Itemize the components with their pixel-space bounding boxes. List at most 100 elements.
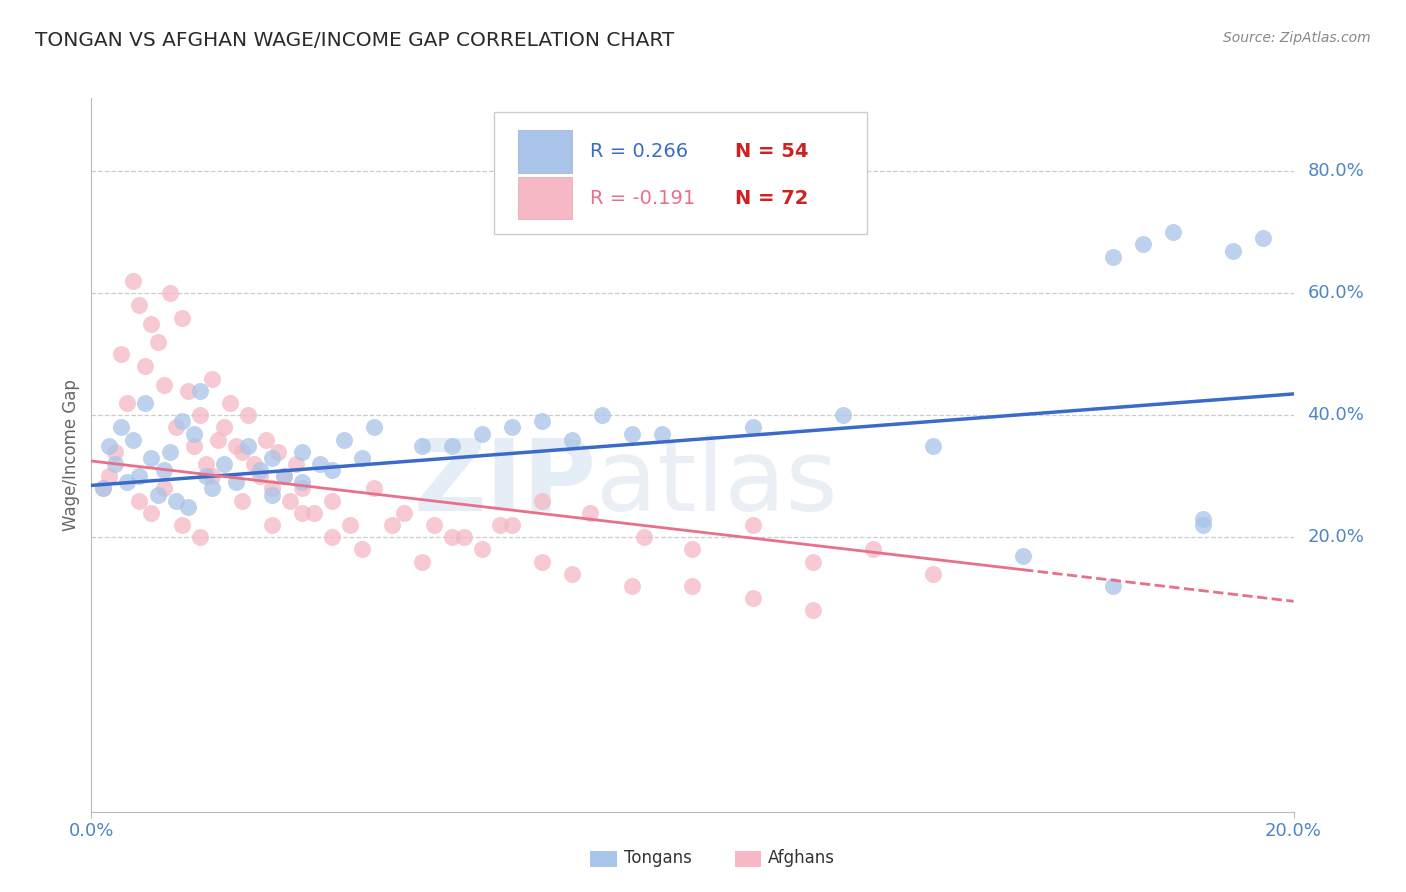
Point bbox=[1102, 579, 1125, 593]
Point bbox=[170, 518, 193, 533]
Bar bbox=[591, 851, 617, 867]
Point bbox=[207, 433, 229, 447]
Point bbox=[254, 433, 277, 447]
Point bbox=[741, 420, 763, 434]
Text: 20.0%: 20.0% bbox=[1308, 528, 1364, 546]
FancyBboxPatch shape bbox=[494, 112, 866, 234]
Point bbox=[440, 439, 463, 453]
Y-axis label: Wage/Income Gap: Wage/Income Gap bbox=[62, 379, 80, 531]
Point bbox=[249, 469, 271, 483]
Point bbox=[308, 457, 330, 471]
Point bbox=[831, 409, 853, 423]
Point bbox=[363, 482, 385, 496]
Point bbox=[98, 439, 121, 453]
Text: ZIP: ZIP bbox=[413, 435, 596, 532]
Point bbox=[188, 530, 211, 544]
Point bbox=[651, 426, 673, 441]
Point bbox=[117, 475, 139, 490]
Point bbox=[141, 506, 163, 520]
Point bbox=[501, 518, 523, 533]
Point bbox=[183, 439, 205, 453]
Text: N = 72: N = 72 bbox=[734, 188, 808, 208]
Point bbox=[392, 506, 415, 520]
Point bbox=[1222, 244, 1244, 258]
Bar bbox=[519, 177, 572, 219]
Point bbox=[471, 542, 494, 557]
Point bbox=[218, 396, 240, 410]
Point bbox=[531, 414, 554, 428]
Text: 60.0%: 60.0% bbox=[1308, 285, 1364, 302]
Point bbox=[591, 409, 613, 423]
Point bbox=[273, 469, 295, 483]
Point bbox=[165, 420, 187, 434]
Point bbox=[1102, 250, 1125, 264]
Point bbox=[339, 518, 361, 533]
Point bbox=[471, 426, 494, 441]
Point bbox=[242, 457, 264, 471]
Point bbox=[411, 439, 433, 453]
Point bbox=[110, 420, 132, 434]
Point bbox=[1132, 237, 1154, 252]
Point bbox=[561, 433, 583, 447]
Point bbox=[440, 530, 463, 544]
Text: N = 54: N = 54 bbox=[734, 142, 808, 161]
Text: Tongans: Tongans bbox=[624, 849, 692, 867]
Point bbox=[134, 359, 156, 374]
Text: 80.0%: 80.0% bbox=[1308, 162, 1364, 180]
Point bbox=[1161, 225, 1184, 239]
Point bbox=[741, 591, 763, 606]
Point bbox=[176, 500, 198, 514]
Point bbox=[278, 493, 301, 508]
Point bbox=[531, 493, 554, 508]
Point bbox=[225, 475, 247, 490]
Point bbox=[134, 396, 156, 410]
Point bbox=[98, 469, 121, 483]
Point bbox=[212, 457, 235, 471]
Point bbox=[128, 493, 150, 508]
Point bbox=[633, 530, 655, 544]
Point bbox=[291, 482, 314, 496]
Point bbox=[1253, 231, 1275, 245]
Point bbox=[862, 542, 884, 557]
Point bbox=[291, 506, 314, 520]
Point bbox=[350, 542, 373, 557]
Point bbox=[922, 566, 945, 581]
Bar bbox=[519, 130, 572, 173]
Point bbox=[411, 555, 433, 569]
Point bbox=[188, 409, 211, 423]
Point bbox=[531, 555, 554, 569]
Point bbox=[1192, 512, 1215, 526]
Point bbox=[122, 274, 145, 288]
Point bbox=[117, 396, 139, 410]
Point bbox=[231, 445, 253, 459]
Point bbox=[579, 506, 602, 520]
Point bbox=[267, 445, 290, 459]
Point bbox=[363, 420, 385, 434]
Point bbox=[801, 555, 824, 569]
Point bbox=[176, 384, 198, 398]
Point bbox=[236, 409, 259, 423]
Text: Source: ZipAtlas.com: Source: ZipAtlas.com bbox=[1223, 31, 1371, 45]
Point bbox=[260, 450, 283, 465]
Point bbox=[104, 457, 127, 471]
Point bbox=[225, 439, 247, 453]
Point bbox=[104, 445, 127, 459]
Point bbox=[170, 414, 193, 428]
Point bbox=[284, 457, 307, 471]
Point bbox=[146, 335, 169, 350]
Point bbox=[681, 579, 703, 593]
Point bbox=[212, 420, 235, 434]
Point bbox=[260, 482, 283, 496]
Point bbox=[201, 372, 224, 386]
Point bbox=[801, 603, 824, 617]
Point bbox=[236, 439, 259, 453]
Text: R = 0.266: R = 0.266 bbox=[591, 142, 689, 161]
Point bbox=[321, 493, 343, 508]
Point bbox=[1012, 549, 1035, 563]
Point bbox=[681, 542, 703, 557]
Point bbox=[501, 420, 523, 434]
Point bbox=[159, 445, 181, 459]
Point bbox=[561, 566, 583, 581]
Point bbox=[1192, 518, 1215, 533]
Point bbox=[621, 426, 644, 441]
